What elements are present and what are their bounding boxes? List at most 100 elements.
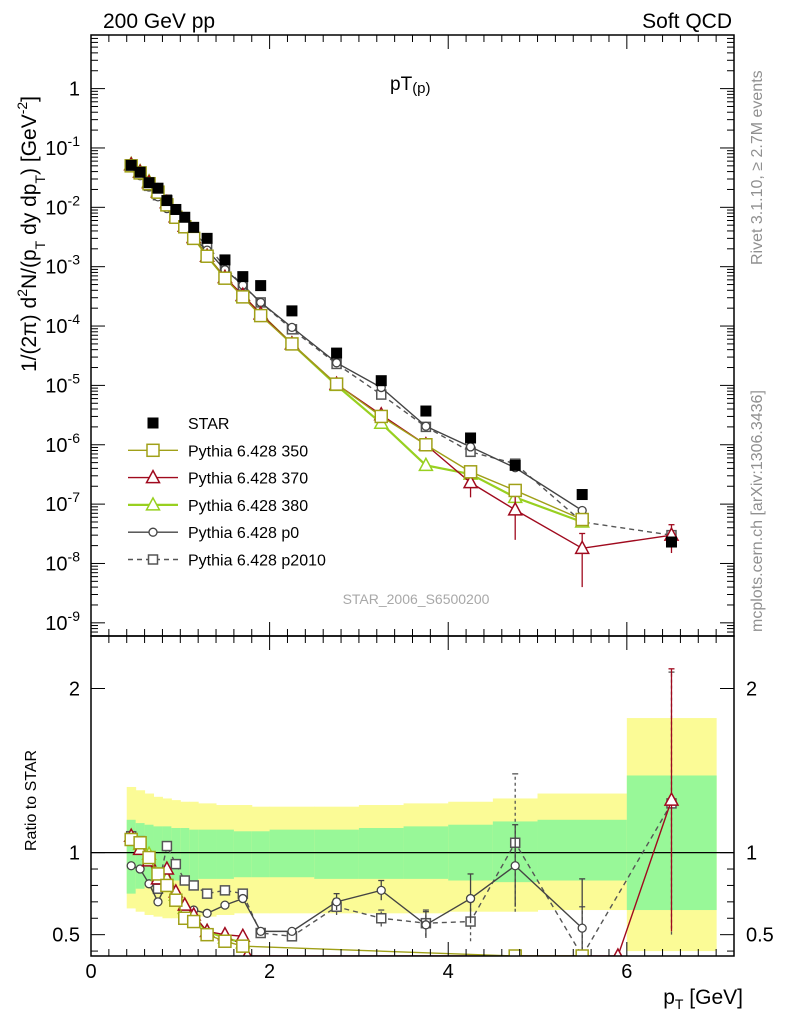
ratio-p0-point <box>287 926 297 937</box>
main-marks <box>123 155 680 588</box>
main-y-tick-label: 10-1 <box>45 133 80 160</box>
ratio-p0-point <box>376 885 386 896</box>
main-p380-point <box>418 456 434 472</box>
main-p0-point <box>421 421 431 431</box>
main-star-point <box>509 459 521 471</box>
main-p370-line <box>130 164 672 550</box>
ratio-p2010-point <box>170 858 182 870</box>
x-axis-label-unit: [GeV] <box>683 986 743 1009</box>
ratio-p0-point <box>238 893 248 904</box>
ratio-p0-point <box>421 920 431 930</box>
main-y-tick-label-base: 10 <box>45 494 67 516</box>
main-y-tick-label-exp: -2 <box>68 192 81 208</box>
main-y-tick-label: 10-4 <box>45 311 80 338</box>
main-p0-point <box>465 442 476 452</box>
main-y-tick-label-exp: -9 <box>68 608 81 624</box>
analysis-id-label: STAR_2006_S6500200 <box>343 591 490 607</box>
main-y-axis-label-part: ] <box>18 96 41 102</box>
main-y-tick-label-exp: -1 <box>68 133 81 149</box>
legend-marker-p370 <box>145 469 161 484</box>
main-p350-point <box>508 483 522 498</box>
main-y-tick-label-exp: -8 <box>68 548 81 564</box>
legend-label-p380: Pythia 6.428 380 <box>188 498 308 515</box>
x-tick-label: 6 <box>621 961 632 983</box>
x-axis-label-base: p <box>663 986 675 1009</box>
uncertainty-band-inner <box>358 828 405 879</box>
uncertainty-band-inner <box>171 828 181 881</box>
ratio-axes: 0.5 0.5 1 1 2 2 0 2 4 6 <box>52 635 774 983</box>
main-y-tick-label: 10-8 <box>45 548 80 575</box>
main-star-point <box>420 405 432 417</box>
main-y-tick-label: 10-3 <box>45 252 80 279</box>
ratio-p350-point <box>160 878 174 893</box>
main-y-tick-label: 10-9 <box>45 608 80 635</box>
ratio-p2010-point <box>188 880 199 891</box>
ratio-marks <box>123 668 680 956</box>
main-y-axis-label-part: 1/(2 <box>18 336 41 372</box>
legend-label-star: STAR <box>188 416 229 433</box>
main-y-tick-label-base: 10 <box>45 375 67 397</box>
main-y-tick-label-exp: -4 <box>68 311 81 327</box>
main-star-point <box>665 536 677 548</box>
source-label: mcplots.cern.ch [arXiv:1306.3436] <box>749 390 766 632</box>
main-y-tick-label-base: 10 <box>45 553 67 575</box>
main-p350-point <box>419 438 433 452</box>
main-y-tick-label: 10-6 <box>45 430 80 457</box>
main-star-point <box>286 305 298 317</box>
legend-label-p350: Pythia 6.428 350 <box>188 443 308 460</box>
ratio-p350-point <box>575 949 589 956</box>
main-y-tick-label: 1 <box>69 79 80 101</box>
main-p350-point <box>200 249 214 263</box>
ratio-p370-point <box>613 947 623 956</box>
main-star-point <box>375 375 387 387</box>
ratio-y-tick-label-left: 0.5 <box>52 925 80 947</box>
main-star-point <box>152 182 164 194</box>
main-y-tick-label-exp: -6 <box>68 430 81 446</box>
main-p350-point <box>285 337 299 351</box>
x-axis-label: pT [GeV] <box>663 986 743 1012</box>
main-y-tick-label-base: 10 <box>45 197 67 219</box>
main-p0-point <box>287 322 297 333</box>
main-star-point <box>331 347 343 359</box>
x-axis-label-sub: T <box>675 996 684 1012</box>
main-star-point <box>237 271 249 283</box>
ratio-p0-point <box>465 893 476 904</box>
legend-label-p0: Pythia 6.428 p0 <box>188 525 299 542</box>
ratio-p350-point <box>218 934 232 948</box>
uncertainty-band-inner <box>537 819 628 881</box>
main-star-point <box>188 221 200 233</box>
legend-marker-p2010 <box>147 554 159 565</box>
main-star-point <box>134 166 146 178</box>
main-y-tick-label: 10-5 <box>45 370 80 397</box>
main-y-axis-label-part: 2 <box>14 289 30 297</box>
main-axes: 10-910-810-710-610-510-410-310-210-11 <box>45 34 735 637</box>
main-y-tick-label-exp: -5 <box>68 370 81 386</box>
main-y-tick-label-base: 10 <box>45 316 67 338</box>
ratio-y-tick-label-left: 2 <box>69 679 80 701</box>
uncertainty-band-inner <box>251 831 271 878</box>
main-y-tick-label-base: 10 <box>45 613 67 635</box>
ratio-y-axis-label: Ratio to STAR <box>23 750 40 851</box>
main-y-axis-label-part: ) d <box>18 297 41 322</box>
energy-label: 200 GeV pp <box>103 10 215 33</box>
main-y-axis-label: 1/(2π) d2N/(pT dy dpT) [GeV-2] <box>14 96 48 372</box>
legend-marker-star <box>147 417 159 429</box>
main-p0-point <box>256 297 266 308</box>
uncertainty-band-inner <box>180 828 190 881</box>
main-y-tick-label-exp: -3 <box>68 252 81 268</box>
main-star-point <box>170 203 182 215</box>
ratio-p2010-point <box>219 885 231 896</box>
ratio-p2010-point <box>179 875 191 886</box>
main-p350-point <box>186 231 201 246</box>
ratio-p0-point <box>577 923 587 933</box>
uncertainty-band-inner <box>153 826 163 883</box>
ratio-y-tick-label-right: 2 <box>746 679 757 701</box>
ratio-p0-point <box>135 864 145 874</box>
main-p350-point <box>236 290 250 304</box>
plot-title: pT(p) <box>390 74 431 97</box>
main-p370-point <box>507 501 523 516</box>
x-tick-label: 0 <box>85 961 96 983</box>
main-y-tick-label-base: 1 <box>69 79 80 101</box>
main-y-tick-label: 10-2 <box>45 192 80 219</box>
main-y-tick-label-base: 10 <box>45 257 67 279</box>
